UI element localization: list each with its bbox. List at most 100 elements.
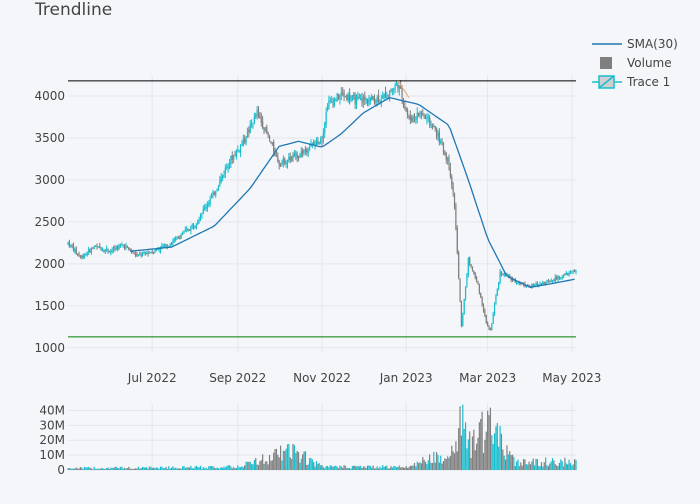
- volume-bar[interactable]: [372, 465, 374, 470]
- volume-bar[interactable]: [268, 454, 271, 470]
- volume-bar[interactable]: [117, 468, 119, 470]
- candle-body[interactable]: [355, 96, 358, 106]
- volume-bar[interactable]: [152, 467, 155, 470]
- candle-body[interactable]: [180, 234, 182, 239]
- candle-body[interactable]: [103, 249, 105, 252]
- volume-bar[interactable]: [235, 467, 238, 470]
- candle-body[interactable]: [545, 281, 547, 285]
- volume-bar[interactable]: [106, 468, 108, 470]
- candle-body[interactable]: [531, 284, 533, 288]
- candle-body[interactable]: [542, 281, 544, 285]
- candle-body[interactable]: [337, 94, 340, 99]
- candle-body[interactable]: [496, 289, 498, 296]
- candle-body[interactable]: [535, 283, 537, 285]
- candle-body[interactable]: [509, 275, 511, 278]
- volume-bar[interactable]: [135, 468, 137, 470]
- volume-bar[interactable]: [257, 465, 260, 470]
- volume-bar[interactable]: [170, 467, 173, 470]
- candle-body[interactable]: [146, 252, 148, 254]
- legend-item[interactable]: Volume: [600, 56, 672, 70]
- volume-bar[interactable]: [343, 465, 345, 470]
- volume-bar[interactable]: [342, 467, 344, 470]
- volume-bar[interactable]: [405, 465, 407, 470]
- volume-bar[interactable]: [449, 455, 451, 470]
- candle-body[interactable]: [324, 123, 326, 134]
- volume-bar[interactable]: [85, 467, 87, 470]
- volume-bar[interactable]: [248, 461, 250, 470]
- candle-body[interactable]: [234, 154, 236, 157]
- volume-bar[interactable]: [155, 467, 157, 470]
- volume-bar[interactable]: [141, 467, 144, 470]
- candle-body[interactable]: [133, 252, 135, 254]
- volume-bar[interactable]: [70, 468, 72, 470]
- candle-body[interactable]: [150, 252, 152, 254]
- volume-bar[interactable]: [322, 466, 324, 470]
- volume-bar[interactable]: [75, 467, 77, 470]
- volume-bar[interactable]: [282, 450, 284, 470]
- candle-body[interactable]: [253, 116, 255, 124]
- volume-bar[interactable]: [206, 468, 209, 470]
- candle-body[interactable]: [476, 277, 478, 281]
- candle-body[interactable]: [92, 248, 94, 250]
- candle-body[interactable]: [111, 250, 113, 252]
- volume-bar[interactable]: [180, 468, 182, 470]
- volume-bar[interactable]: [547, 466, 549, 470]
- volume-bar[interactable]: [413, 462, 416, 470]
- volume-bar[interactable]: [273, 452, 275, 470]
- candle-body[interactable]: [431, 124, 434, 129]
- candle-body[interactable]: [424, 117, 427, 119]
- candle-body[interactable]: [235, 150, 238, 158]
- volume-bar[interactable]: [340, 466, 342, 470]
- candle-body[interactable]: [575, 270, 577, 273]
- volume-bar[interactable]: [202, 466, 204, 470]
- volume-bar[interactable]: [349, 468, 351, 470]
- volume-bar[interactable]: [384, 466, 387, 470]
- candle-body[interactable]: [177, 236, 180, 238]
- volume-bar[interactable]: [279, 445, 282, 470]
- volume-bar[interactable]: [324, 468, 326, 470]
- volume-bar[interactable]: [514, 465, 516, 470]
- candle-body[interactable]: [456, 228, 458, 253]
- volume-bar[interactable]: [249, 461, 251, 470]
- volume-bar[interactable]: [441, 463, 443, 470]
- volume-bar[interactable]: [217, 468, 220, 470]
- volume-bar[interactable]: [122, 468, 124, 470]
- candle-body[interactable]: [246, 131, 249, 138]
- candle-body[interactable]: [264, 127, 267, 131]
- candle-body[interactable]: [227, 166, 229, 169]
- volume-bar[interactable]: [285, 448, 287, 470]
- candle-body[interactable]: [119, 244, 122, 247]
- volume-bar[interactable]: [513, 456, 515, 470]
- candle-body[interactable]: [140, 255, 142, 257]
- volume-bar[interactable]: [368, 465, 370, 470]
- volume-bar[interactable]: [459, 406, 461, 470]
- volume-bar[interactable]: [284, 451, 286, 470]
- candle-body[interactable]: [216, 189, 218, 192]
- candle-body[interactable]: [226, 166, 228, 168]
- volume-bar[interactable]: [274, 448, 276, 470]
- volume-bar[interactable]: [336, 466, 338, 470]
- volume-bar[interactable]: [470, 457, 472, 470]
- candle-body[interactable]: [459, 278, 461, 302]
- candle-body[interactable]: [123, 244, 126, 248]
- candle-body[interactable]: [503, 273, 505, 276]
- candle-body[interactable]: [482, 304, 485, 311]
- candle-body[interactable]: [375, 100, 377, 103]
- volume-bar[interactable]: [329, 465, 331, 470]
- candle-body[interactable]: [557, 275, 559, 281]
- volume-bar[interactable]: [129, 468, 131, 470]
- candle-body[interactable]: [249, 124, 251, 134]
- volume-bar[interactable]: [424, 461, 427, 470]
- volume-bar[interactable]: [419, 462, 421, 470]
- candle-body[interactable]: [139, 254, 141, 256]
- candle-body[interactable]: [500, 271, 503, 275]
- candle-body[interactable]: [82, 255, 84, 258]
- volume-bar[interactable]: [496, 422, 498, 470]
- candle-body[interactable]: [70, 244, 72, 247]
- volume-bar[interactable]: [430, 462, 432, 470]
- volume-bar[interactable]: [295, 452, 297, 470]
- candle-body[interactable]: [257, 108, 260, 114]
- volume-bar[interactable]: [361, 467, 363, 470]
- volume-bar[interactable]: [150, 466, 152, 470]
- candle-body[interactable]: [390, 90, 392, 92]
